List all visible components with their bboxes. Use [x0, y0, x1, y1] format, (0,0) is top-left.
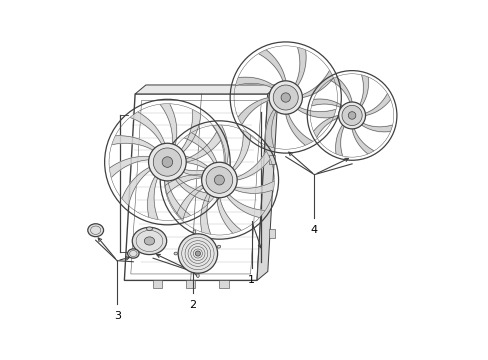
Circle shape [178, 234, 217, 273]
Circle shape [273, 85, 298, 110]
Polygon shape [165, 175, 202, 194]
Polygon shape [295, 48, 305, 86]
Circle shape [214, 175, 224, 185]
Ellipse shape [88, 224, 103, 237]
Polygon shape [122, 167, 150, 205]
Polygon shape [330, 77, 351, 102]
Bar [268, 229, 274, 238]
Circle shape [347, 112, 355, 119]
Ellipse shape [217, 245, 220, 248]
Circle shape [205, 167, 232, 193]
Text: 1: 1 [248, 275, 255, 285]
Polygon shape [302, 71, 332, 98]
Polygon shape [313, 116, 338, 137]
Polygon shape [232, 131, 250, 170]
Polygon shape [259, 50, 285, 81]
Polygon shape [365, 94, 389, 116]
Polygon shape [164, 181, 190, 218]
Polygon shape [226, 195, 264, 217]
Polygon shape [112, 136, 155, 150]
Polygon shape [176, 185, 203, 220]
Polygon shape [335, 125, 344, 156]
Ellipse shape [146, 227, 152, 230]
Text: 2: 2 [188, 300, 196, 310]
Circle shape [341, 105, 362, 126]
Polygon shape [361, 123, 391, 132]
Polygon shape [236, 77, 273, 88]
Ellipse shape [132, 227, 166, 255]
Circle shape [338, 102, 365, 129]
Bar [153, 280, 162, 288]
Polygon shape [265, 109, 276, 147]
Polygon shape [167, 155, 207, 169]
Polygon shape [130, 112, 164, 144]
Polygon shape [285, 114, 312, 145]
Circle shape [153, 148, 181, 176]
Ellipse shape [174, 252, 177, 255]
Polygon shape [183, 163, 224, 176]
Polygon shape [359, 75, 368, 106]
Polygon shape [216, 198, 241, 233]
Circle shape [195, 251, 200, 256]
Polygon shape [184, 133, 216, 163]
Polygon shape [236, 152, 269, 180]
Circle shape [201, 162, 237, 198]
Bar [219, 280, 228, 288]
Polygon shape [160, 104, 177, 145]
Polygon shape [212, 126, 228, 164]
Ellipse shape [127, 249, 139, 258]
Polygon shape [351, 129, 373, 154]
Polygon shape [175, 178, 215, 202]
Circle shape [162, 157, 172, 167]
Polygon shape [200, 193, 210, 234]
Polygon shape [185, 132, 221, 162]
Polygon shape [110, 157, 149, 177]
Ellipse shape [193, 230, 195, 234]
Polygon shape [234, 181, 273, 193]
Polygon shape [257, 85, 278, 280]
Bar [185, 280, 195, 288]
Polygon shape [238, 98, 269, 124]
Polygon shape [311, 99, 342, 108]
Circle shape [268, 81, 302, 114]
Ellipse shape [196, 274, 199, 278]
Circle shape [281, 93, 290, 102]
Bar [268, 154, 274, 164]
Polygon shape [181, 110, 200, 152]
Polygon shape [147, 176, 158, 219]
Polygon shape [135, 85, 278, 94]
Circle shape [148, 143, 186, 181]
Ellipse shape [144, 237, 154, 245]
Polygon shape [297, 107, 335, 118]
Text: 4: 4 [310, 225, 317, 235]
Text: 3: 3 [114, 311, 121, 321]
